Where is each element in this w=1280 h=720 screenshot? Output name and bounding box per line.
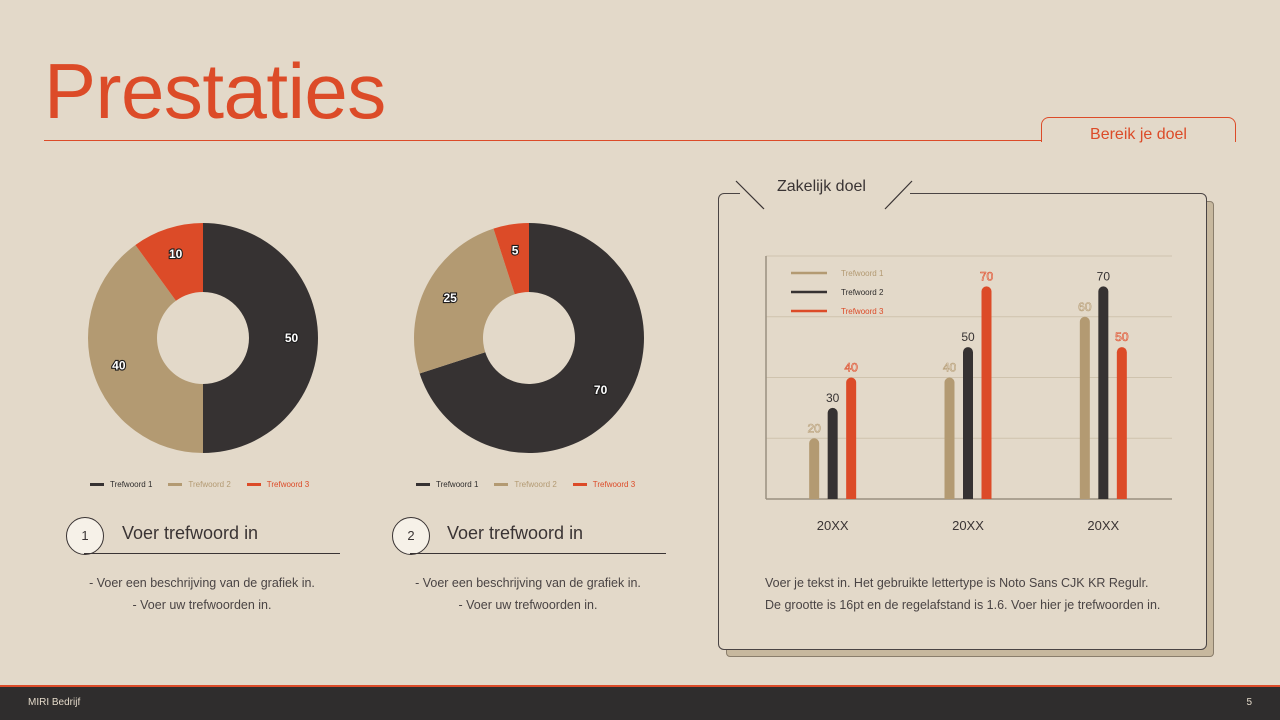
keyword-1-desc-line-2: - Voer uw trefwoorden in. [132,598,272,612]
donut-1-slice-1 [203,223,318,453]
donut-2-label-2: 25 [443,291,457,305]
donut-2-legend-swatch-1 [416,483,430,486]
bar-3-series-2 [1098,286,1109,499]
card-text-line-1: Voer je tekst in. Het gebruikte letterty… [765,576,1149,590]
bar-1-series-3-label: 40 [844,361,858,375]
company-name: MIRI Bedrijf [28,697,81,708]
keyword-2-desc-line-2: - Voer uw trefwoorden in. [458,598,598,612]
donut-chart-2: 70 25 5 [414,223,644,453]
donut-2-legend-item-1: Trefwoord 1 [416,480,478,489]
donut-1-legend-swatch-2 [168,483,183,486]
footer-bar: MIRI Bedrijf 5 [0,685,1280,720]
donut-2-label-1: 70 [594,383,608,397]
donut-1-legend-item-1: Trefwoord 1 [90,480,152,489]
donut-1-legend: Trefwoord 1 Trefwoord 2 Trefwoord 3 [90,480,309,489]
keyword-1-description: - Voer een beschrijving van de grafiek i… [62,572,342,616]
bar-2-series-2-label: 50 [961,330,975,344]
bar-chart: 20 30 40 20XX 40 50 70 20XX 60 70 50 20XX Trefwoord … [765,255,1172,533]
donut-1-legend-label-1: Trefwoord 1 [110,480,153,489]
bar-2-series-1-label: 40 [943,361,957,375]
donut-2-slice-1 [419,223,644,453]
card-text-line-2: De grootte is 16pt en de regelafstand is… [765,598,1161,612]
keyword-1-desc-line-1: - Voer een beschrijving van de grafiek i… [89,576,315,590]
bar-3-series-3-label: 50 [1115,330,1129,344]
bar-3-series-3 [1116,347,1127,499]
donut-1-legend-swatch-3 [246,483,261,486]
bar-legend-label-2: Trefwoord 2 [841,288,884,297]
bar-chart-x-tick-3: 20XX [1087,518,1119,533]
card-notch-lines [735,180,913,210]
donut-1-legend-label-2: Trefwoord 2 [188,480,231,489]
donut-2-legend-label-3: Trefwoord 3 [592,480,636,489]
donut-1-label-2: 40 [112,358,126,372]
bar-2-series-2 [963,347,973,499]
bar-3-series-1-label: 60 [1078,300,1092,314]
page-title: Prestaties [44,47,386,135]
bar-1-series-2-label: 30 [826,391,840,405]
bar-chart-x-tick-2: 20XX [952,518,984,533]
keyword-2-number-badge: 2 [392,517,430,555]
donut-2-slice-3 [493,223,529,295]
bar-1-series-3 [846,377,857,499]
donut-chart-1: 50 40 10 [88,223,318,453]
bar-1-series-2 [827,407,838,499]
card-title-notch [740,180,910,210]
donut-1-slice-2 [88,244,203,453]
card-title: Zakelijk doel [777,178,866,195]
donut-2-slice-2 [414,228,515,374]
title-divider [44,140,1042,141]
donut-1-legend-swatch-1 [90,483,104,486]
donut-2-legend-label-1: Trefwoord 1 [436,480,479,489]
page-number: 5 [1246,697,1252,708]
card-text: Voer je tekst in. Het gebruikte letterty… [765,572,1185,616]
goal-tab: Bereik je doel [1041,117,1236,143]
bar-legend-label-1: Trefwoord 1 [841,269,884,278]
donut-1-slice-3 [135,223,203,301]
donut-2-label-3: 5 [512,244,519,258]
donut-2-legend-item-2: Trefwoord 2 [494,480,557,489]
bar-1-series-1-label: 20 [807,421,821,435]
donut-2-legend-label-2: Trefwoord 2 [514,480,557,489]
bar-3-series-2-label: 70 [1097,269,1111,283]
bar-3-series-1 [1079,316,1090,499]
keyword-2-desc-line-1: - Voer een beschrijving van de grafiek i… [415,576,641,590]
keyword-1-number-badge: 1 [66,517,104,555]
bar-2-series-1 [944,377,955,499]
keyword-2-description: - Voer een beschrijving van de grafiek i… [388,572,668,616]
donut-1-legend-label-3: Trefwoord 3 [266,480,310,489]
donut-2-legend-swatch-2 [494,483,509,486]
keyword-2-rule [410,553,666,554]
bar-2-series-3-label: 70 [980,269,994,283]
bar-chart-x-tick-1: 20XX [817,518,849,533]
donut-1-label-1: 50 [285,331,299,345]
keyword-1-rule [84,553,340,554]
bar-1-series-1 [809,438,820,499]
bar-2-series-3 [981,286,992,499]
donut-1-legend-item-3: Trefwoord 3 [246,480,310,489]
donut-2-legend-item-3: Trefwoord 3 [572,480,636,489]
bar-legend-label-3: Trefwoord 3 [841,307,884,316]
donut-1-label-3: 10 [169,247,183,261]
donut-1-legend-item-2: Trefwoord 2 [168,480,231,489]
donut-2-legend-swatch-3 [572,483,587,486]
keyword-1-title: Voer trefwoord in [122,523,259,543]
keyword-2-title: Voer trefwoord in [447,523,584,543]
donut-2-legend: Trefwoord 1 Trefwoord 2 Trefwoord 3 [416,480,635,489]
